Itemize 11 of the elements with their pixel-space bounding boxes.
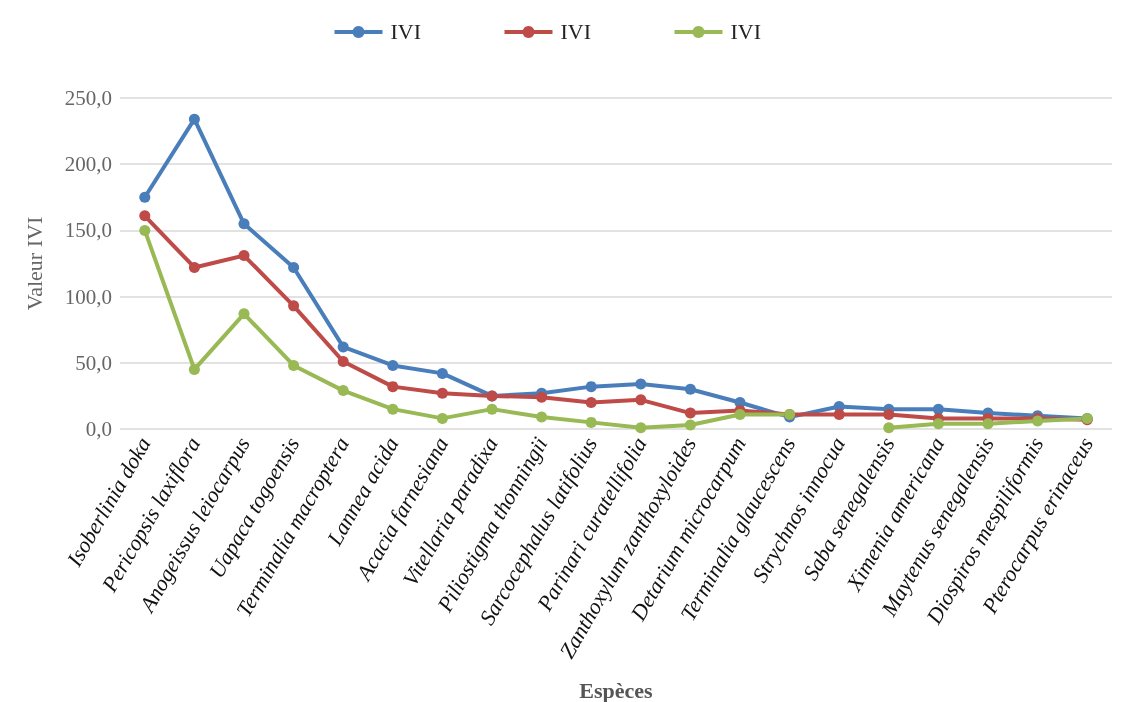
y-tick-label: 250,0: [64, 86, 112, 110]
y-tick-label: 100,0: [64, 284, 112, 309]
y-tick-label: 150,0: [64, 218, 112, 243]
y-axis-title: Valeur IVI: [21, 216, 47, 311]
legend-label: IVI: [730, 18, 762, 44]
legend-label: IVI: [390, 18, 422, 44]
y-tick-label: 0,0: [85, 417, 112, 441]
y-tick-label: 50,0: [75, 350, 112, 375]
x-axis-title: Espèces: [579, 677, 654, 702]
legend-label: IVI: [560, 18, 592, 44]
y-tick-label: 200,0: [64, 152, 112, 177]
